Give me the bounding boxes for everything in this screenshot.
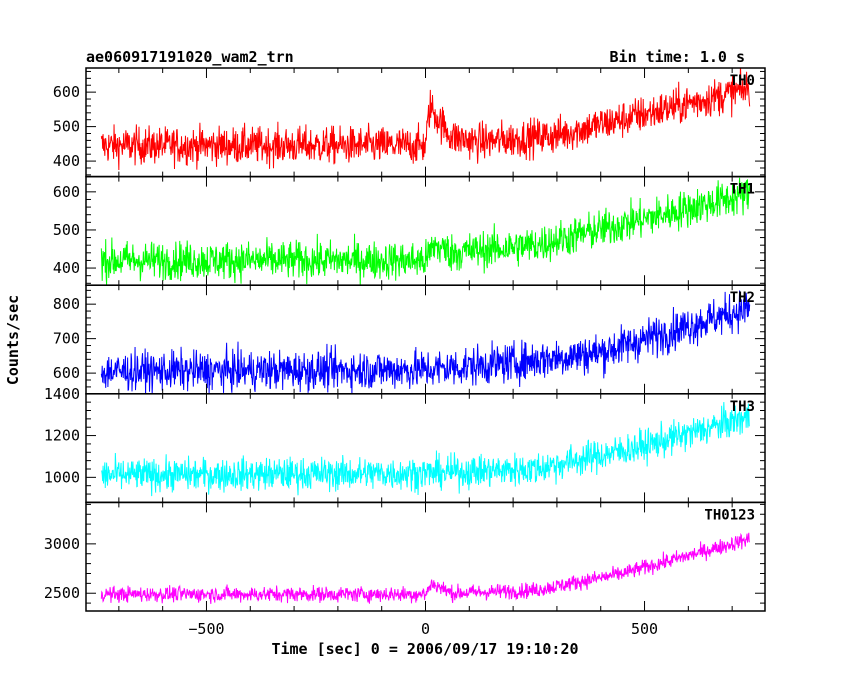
y-tick-label: 3000 — [44, 535, 80, 553]
x-tick-label: 500 — [631, 620, 658, 638]
panel-label: TH0123 — [704, 507, 755, 523]
y-tick-label: 700 — [53, 330, 80, 348]
y-tick-label: 500 — [53, 221, 80, 239]
y-axis-label: Counts/sec — [4, 295, 22, 385]
x-tick-label: 0 — [421, 620, 430, 638]
y-tick-label: 600 — [53, 364, 80, 382]
panels-group: 400 500 600 TH0 400 500 600 TH1 600 700 800 TH2 1000… — [44, 67, 766, 638]
x-tick-label: −500 — [188, 620, 224, 638]
y-tick-label: 2500 — [44, 584, 80, 602]
bin-time-label: Bin time: 1.0 s — [610, 48, 745, 66]
y-tick-label: 500 — [53, 118, 80, 136]
panel-label: TH2 — [730, 290, 755, 306]
chart-title: ae060917191020_wam2_trn — [86, 48, 294, 66]
y-tick-label: 400 — [53, 152, 80, 170]
series-line-th2 — [100, 290, 751, 394]
y-tick-label: 1000 — [44, 468, 80, 486]
y-tick-label: 1200 — [44, 427, 80, 445]
panel-label: TH3 — [730, 399, 755, 415]
y-tick-label: 1400 — [44, 385, 80, 403]
panel-frame — [85, 67, 766, 178]
series-line-th1 — [100, 177, 751, 286]
x-axis-label: Time [sec] 0 = 2006/09/17 19:10:20 — [271, 640, 578, 658]
y-tick-label: 600 — [53, 183, 80, 201]
y-tick-label: 800 — [53, 295, 80, 313]
y-tick-label: 400 — [53, 259, 80, 277]
series-line-th0123 — [100, 532, 751, 604]
panel-label: TH0 — [730, 73, 755, 89]
y-tick-label: 600 — [53, 83, 80, 101]
series-line-th3 — [101, 402, 750, 497]
panel-label: TH1 — [730, 182, 755, 198]
series-line-th0 — [100, 68, 751, 170]
